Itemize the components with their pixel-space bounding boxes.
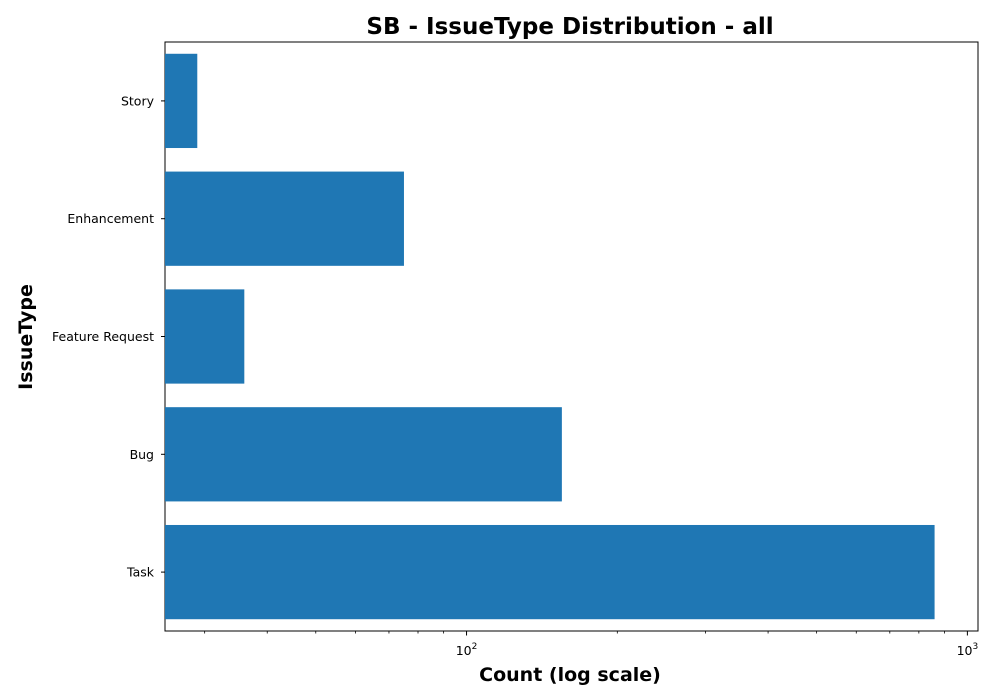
x-axis-label: Count (log scale) — [479, 664, 661, 686]
chart-title: SB - IssueType Distribution - all — [366, 14, 773, 40]
x-tick-label: 102 — [456, 642, 478, 658]
x-axis-ticks: 102 103 — [204, 631, 979, 658]
bars — [165, 53, 935, 620]
bar — [165, 289, 245, 384]
y-tick-label: Bug — [130, 447, 154, 462]
y-tick-label: Enhancement — [67, 211, 154, 226]
y-axis-label: IssueType — [15, 284, 37, 390]
bar — [165, 171, 404, 266]
bar — [165, 53, 198, 149]
y-tick-label: Feature Request — [52, 329, 154, 344]
y-tick-label: Story — [121, 93, 155, 108]
x-tick-label: 103 — [957, 642, 979, 658]
y-tick-label: Task — [126, 565, 155, 580]
bar — [165, 407, 562, 502]
bar — [165, 524, 935, 620]
y-axis-ticks: Task Bug Feature Request Enhancement Story — [52, 93, 165, 580]
